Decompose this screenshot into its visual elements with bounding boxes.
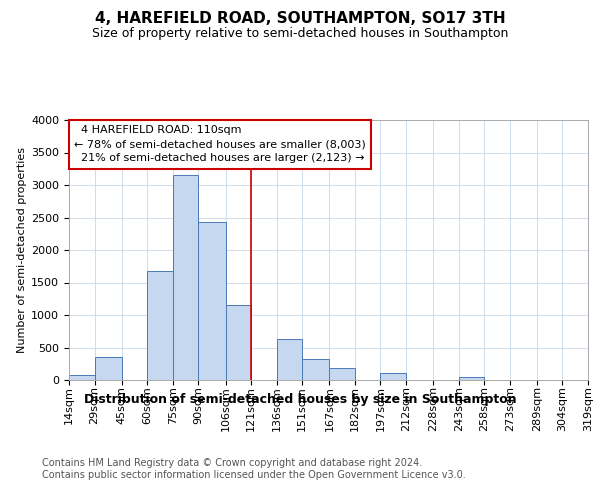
Text: Size of property relative to semi-detached houses in Southampton: Size of property relative to semi-detach…	[92, 28, 508, 40]
Bar	[173, 176, 199, 380]
Text: 4 HAREFIELD ROAD: 110sqm  
← 78% of semi-detached houses are smaller (8,003)
  2: 4 HAREFIELD ROAD: 110sqm ← 78% of semi-d…	[74, 125, 366, 163]
Bar	[226, 304, 251, 380]
Bar	[277, 339, 302, 380]
Bar	[302, 358, 329, 380]
Y-axis label: Number of semi-detached properties: Number of semi-detached properties	[17, 147, 27, 353]
Bar	[69, 376, 95, 380]
Bar	[380, 373, 406, 380]
Text: Contains HM Land Registry data © Crown copyright and database right 2024.: Contains HM Land Registry data © Crown c…	[42, 458, 422, 468]
Bar	[199, 222, 226, 380]
Text: 4, HAREFIELD ROAD, SOUTHAMPTON, SO17 3TH: 4, HAREFIELD ROAD, SOUTHAMPTON, SO17 3TH	[95, 11, 505, 26]
Text: Distribution of semi-detached houses by size in Southampton: Distribution of semi-detached houses by …	[83, 392, 517, 406]
Text: Contains public sector information licensed under the Open Government Licence v3: Contains public sector information licen…	[42, 470, 466, 480]
Bar	[147, 271, 173, 380]
Bar	[458, 377, 484, 380]
Bar	[95, 356, 122, 380]
Bar	[329, 368, 355, 380]
